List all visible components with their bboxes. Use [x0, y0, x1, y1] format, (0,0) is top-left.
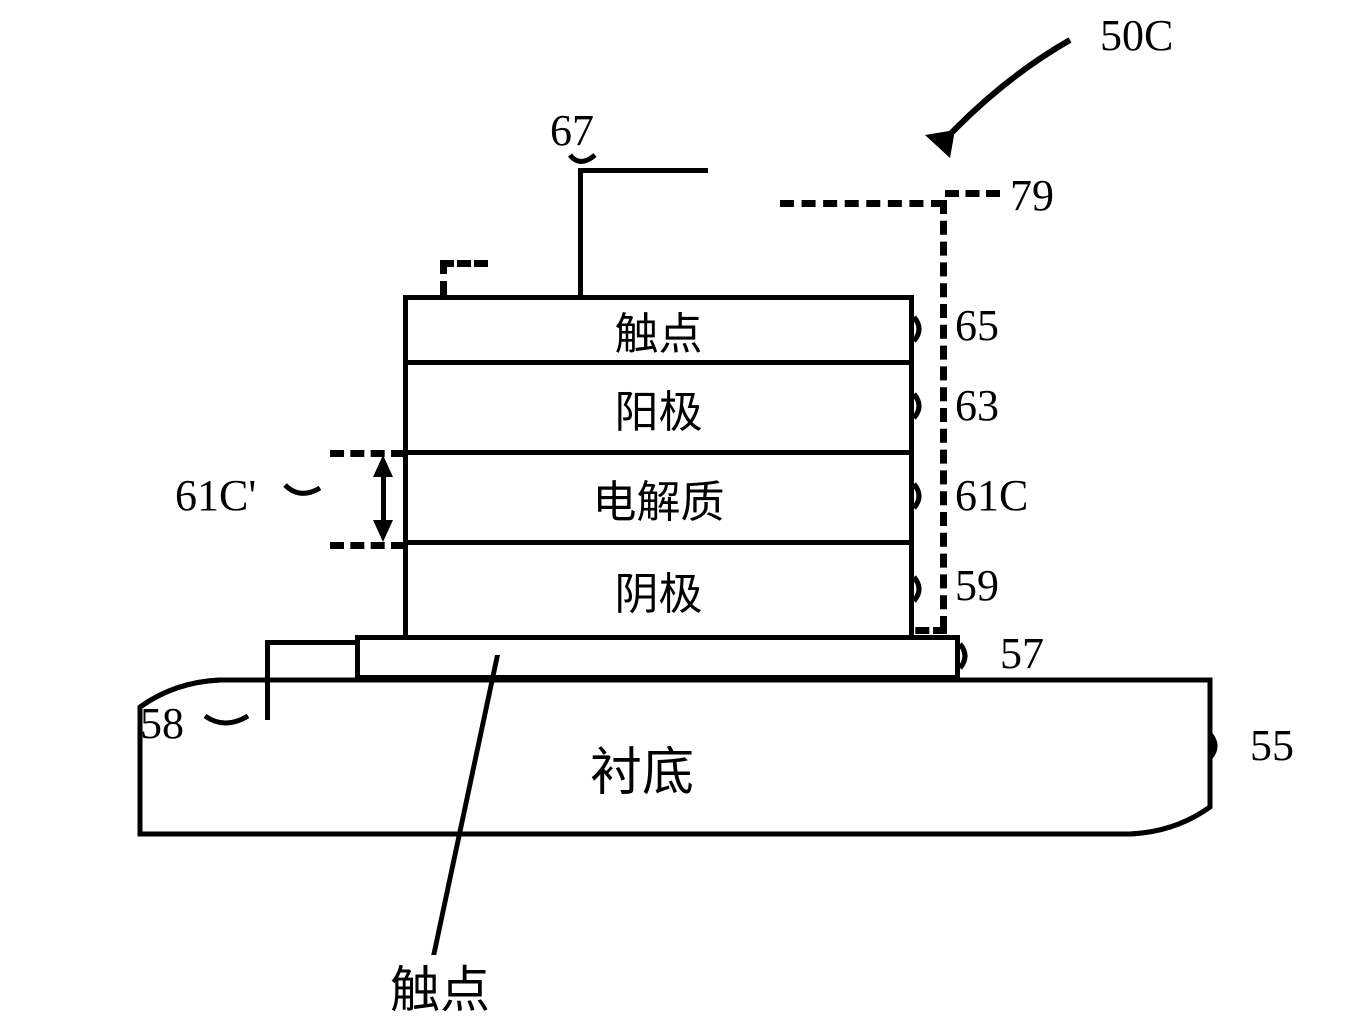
- tick-57: [958, 642, 988, 672]
- label-67: 67: [550, 105, 594, 156]
- label-58: 58: [140, 698, 184, 749]
- lead-58-hook: [200, 708, 255, 733]
- label-61c-left: 61C': [175, 470, 256, 521]
- label-55: 55: [1250, 720, 1294, 771]
- layer-cathode: 阴极: [403, 540, 914, 640]
- label-59: 59: [955, 560, 999, 611]
- substrate-label: 衬底: [590, 730, 694, 805]
- layer-anode-label: 阳极: [615, 376, 703, 440]
- layer-cathode-label: 阴极: [615, 558, 703, 622]
- tick-55: [1208, 732, 1238, 762]
- layer-electrolyte: 电解质: [403, 450, 914, 545]
- dim-61c-arrow-down: [373, 520, 393, 542]
- dashed-79-lead: [945, 190, 1000, 197]
- lead-58-horizontal: [265, 640, 360, 645]
- layer-electrolyte-label: 电解质: [593, 466, 725, 530]
- lead-61c-hook: [280, 480, 330, 505]
- dim-61c-bot-ext: [330, 542, 405, 549]
- layer-contact-top-label: 触点: [615, 298, 703, 362]
- lead-67-vertical: [578, 168, 583, 300]
- lead-67-horizontal: [578, 168, 708, 173]
- label-61c-left-text: 61C: [175, 471, 248, 520]
- dashed-top: [780, 200, 945, 207]
- label-contact-bottom: 触点: [390, 950, 490, 1022]
- label-63: 63: [955, 380, 999, 431]
- layer-contact-top: 触点: [403, 295, 914, 365]
- label-61c-right: 61C: [955, 470, 1028, 521]
- label-79: 79: [1010, 170, 1054, 221]
- tick-63: [912, 392, 942, 422]
- lead-58-vertical: [265, 640, 270, 720]
- prime-mark: ': [248, 471, 256, 520]
- tick-65: [912, 315, 942, 345]
- tick-59: [912, 575, 942, 605]
- tick-61c: [912, 482, 942, 512]
- dashed-top-left-short: [440, 260, 488, 267]
- label-57: 57: [1000, 628, 1044, 679]
- lead-67-hook: [565, 150, 605, 170]
- dim-61c-shaft: [381, 472, 386, 524]
- figure-ref-label: 50C: [1100, 10, 1173, 61]
- battery-layer-diagram: 50C 67 79 触点 阳极 电解质 阴极 衬底 65 63 61C: [0, 0, 1346, 1016]
- arrow-50c: [880, 30, 1100, 150]
- layer-anode: 阳极: [403, 360, 914, 455]
- dim-61c-top-ext: [330, 450, 405, 457]
- label-65: 65: [955, 300, 999, 351]
